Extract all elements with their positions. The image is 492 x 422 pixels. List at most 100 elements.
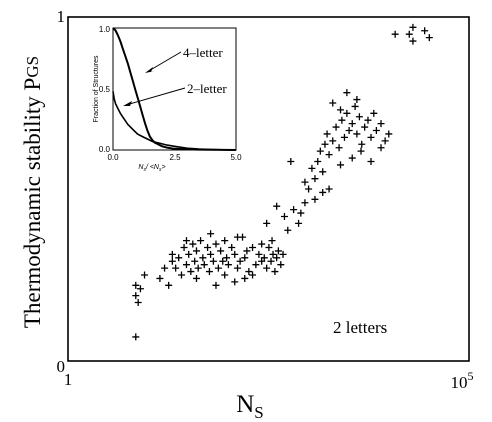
scatter-point <box>187 268 195 276</box>
scatter-point <box>165 281 173 289</box>
scatter-point <box>243 247 251 255</box>
scatter-point <box>189 240 197 248</box>
scatter-point <box>343 89 351 97</box>
scatter-point <box>212 281 220 289</box>
scatter-point <box>214 264 222 272</box>
scatter-point <box>199 254 207 262</box>
scatter-point <box>207 230 215 238</box>
scatter-point <box>263 219 271 227</box>
scatter-point <box>249 243 257 251</box>
scatter-point <box>323 130 331 138</box>
scatter-point <box>204 243 212 251</box>
scatter-point <box>223 254 231 262</box>
scatter-point <box>265 243 273 251</box>
scatter-point <box>268 237 276 245</box>
scatter-point <box>132 333 140 341</box>
scatter-point <box>425 34 433 42</box>
scatter-point <box>343 109 351 117</box>
y-axis-label: Thermodynamic stability PGS <box>20 56 45 328</box>
scatter-point <box>269 250 277 258</box>
scatter-point <box>297 209 305 217</box>
scatter-point <box>255 250 263 258</box>
scatter-point <box>192 274 200 282</box>
scatter-point <box>132 281 140 289</box>
scatter-point <box>372 127 380 135</box>
scatter-point <box>355 113 363 121</box>
scatter-point <box>177 271 185 279</box>
scatter-point <box>329 137 337 145</box>
scatter-point <box>338 116 346 124</box>
scatter-point <box>168 257 176 265</box>
scatter-point <box>241 254 249 262</box>
scatter-point <box>182 237 190 245</box>
scatter-point <box>258 257 266 265</box>
scatter-point <box>321 140 329 148</box>
scatter-point <box>377 120 385 128</box>
scatter-point <box>280 213 288 221</box>
scatter-point <box>191 257 199 265</box>
inset-x-tick-left: 0.0 <box>107 153 119 162</box>
inset-series-2-letter <box>112 91 237 151</box>
scatter-point <box>134 299 142 307</box>
scatter-point <box>252 261 260 269</box>
scatter-point <box>271 268 279 276</box>
scatter-point <box>231 278 239 286</box>
scatter-point <box>245 268 253 276</box>
scatter-point <box>290 206 298 214</box>
scatter-point <box>335 144 343 152</box>
scatter-point <box>267 257 275 265</box>
scatter-point <box>172 264 180 272</box>
scatter-point <box>314 157 322 165</box>
arrowhead-4-letter <box>145 67 155 73</box>
scatter-point <box>234 264 242 272</box>
scatter-point <box>385 130 393 138</box>
arrow-2-letter <box>125 87 186 106</box>
inset-y-tick-bottom: 0.0 <box>99 145 111 154</box>
scatter-point <box>236 257 244 265</box>
scatter-point <box>295 219 303 227</box>
scatter-point <box>258 240 266 248</box>
inset-y-axis-label: Fraction of Structures <box>93 55 100 122</box>
scatter-point <box>325 151 333 159</box>
scatter-point <box>212 240 220 248</box>
scatter-point <box>241 274 249 282</box>
scatter-point <box>161 264 169 272</box>
scatter-point <box>182 261 190 269</box>
scatter-point <box>221 237 229 245</box>
inset-y-tick-top: 1.0 <box>99 25 111 34</box>
scatter-point <box>185 250 193 258</box>
scatter-point <box>367 157 375 165</box>
scatter-point <box>391 30 399 38</box>
scatter-point <box>364 116 372 124</box>
scatter-point <box>340 133 348 141</box>
scatter-point <box>358 140 366 148</box>
inset-x-tick-middle: 2.5 <box>169 153 181 162</box>
scatter-point <box>377 144 385 152</box>
scatter-point <box>353 130 361 138</box>
scatter-point <box>180 243 188 251</box>
inset-plot: 1.0 0.5 0.0 0.0 2.5 5.0 Fraction of Stru… <box>93 25 242 173</box>
inset-arrows <box>123 51 186 106</box>
scatter-point <box>311 175 319 183</box>
scatter-markers <box>132 23 433 341</box>
scatter-point <box>231 250 239 258</box>
inset-series <box>112 27 237 151</box>
scatter-point <box>319 188 327 196</box>
scatter-point <box>200 261 208 269</box>
inset-x-tick-right: 5.0 <box>230 153 242 162</box>
scatter-point <box>273 254 281 262</box>
scatter-point <box>197 237 205 245</box>
scatter-point <box>337 106 345 114</box>
scatter-point <box>329 99 337 107</box>
scatter-point <box>361 123 369 131</box>
scatter-point <box>301 199 309 207</box>
scatter-point <box>381 137 389 145</box>
scatter-point <box>284 226 292 234</box>
y-tick-label-bottom: 0 <box>57 357 66 376</box>
scatter-point <box>279 250 287 258</box>
scatter-point <box>421 27 429 35</box>
scatter-point <box>287 157 295 165</box>
annotation-label: 2 letters <box>333 318 387 337</box>
inset-x-axis-label: Ns/ <Ns> <box>138 164 165 173</box>
